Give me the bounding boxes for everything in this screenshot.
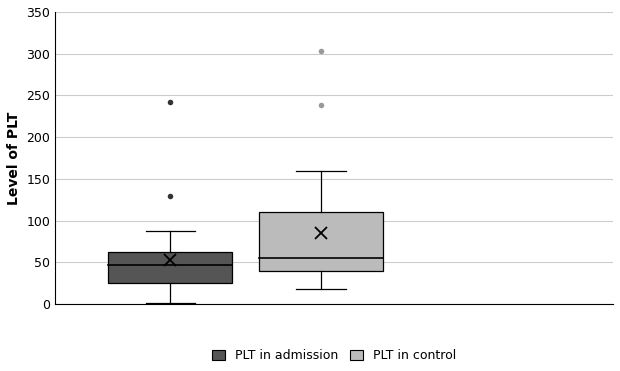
Bar	[108, 252, 232, 283]
Legend: PLT in admission, PLT in control: PLT in admission, PLT in control	[212, 349, 456, 362]
Y-axis label: Level of PLT: Level of PLT	[7, 111, 21, 205]
Bar	[259, 212, 383, 271]
